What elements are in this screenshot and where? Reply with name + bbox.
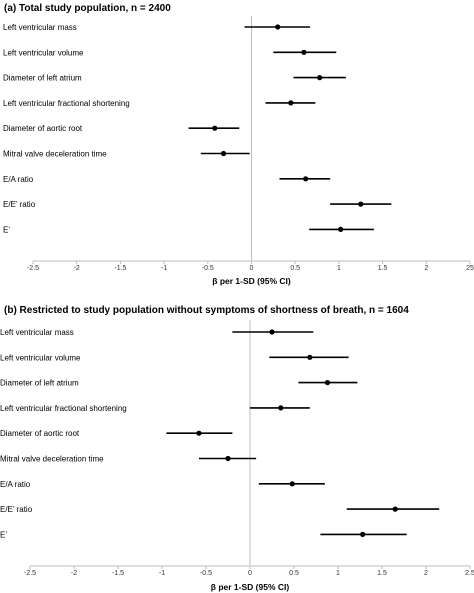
row-label: Diameter of aortic root	[0, 429, 80, 438]
row-label: Mitral valve deceleration time	[3, 150, 107, 159]
estimate-point	[220, 150, 227, 157]
estimate-point	[278, 405, 284, 411]
x-tick-label: -2	[71, 570, 77, 577]
x-tick-label: 1.5	[377, 570, 387, 577]
row-label: Diameter of left atrium	[3, 74, 82, 83]
x-tick-label: -0.5	[202, 265, 214, 272]
panel-b-plot: -2.5 -2 -1.5 -1 -0.5 0 0.5 1 1.5 2 2.5 β per 1-SD (…	[0, 320, 474, 592]
x-tick-label: 2	[424, 265, 428, 272]
estimate-point	[324, 380, 331, 386]
estimate-point	[269, 329, 275, 335]
estimate-point	[275, 24, 281, 30]
x-tick-label: -2	[74, 265, 80, 272]
estimate-point	[303, 176, 309, 182]
x-tick-label: -1.5	[112, 570, 124, 577]
x-tick-label: 0.5	[289, 570, 299, 577]
estimate-point	[289, 481, 295, 487]
row-label: Diameter of aortic root	[3, 124, 83, 133]
x-tick-label: 1	[336, 570, 340, 577]
row-label: E’	[3, 225, 10, 234]
row-label: Left ventricular mass	[0, 328, 74, 337]
row-label: E/E’ ratio	[0, 505, 33, 514]
estimate-point	[392, 506, 398, 512]
x-axis-title: β per 1-SD (95% CI)	[212, 276, 291, 286]
x-tick-label: 1.5	[378, 265, 388, 272]
row-label: Diameter of left atrium	[0, 379, 79, 388]
estimate-point	[212, 125, 218, 131]
row-label: E/A ratio	[0, 480, 31, 489]
estimate-point	[338, 226, 344, 232]
row-label: Left ventricular mass	[3, 23, 77, 32]
row-label: Left ventricular fractional shortening	[3, 99, 130, 108]
x-tick-label: 0	[248, 570, 252, 577]
x-tick-label: -1.5	[114, 265, 126, 272]
x-tick-label: 2.5	[465, 570, 474, 577]
x-tick-label: -1	[161, 265, 167, 272]
estimate-point	[358, 201, 364, 207]
panel-b-title: (b) Restricted to study population witho…	[4, 305, 409, 316]
x-tick-label: 0.5	[290, 265, 300, 272]
row-label: Left ventricular volume	[3, 48, 84, 57]
estimate-point	[317, 75, 323, 81]
x-tick-label: 1	[337, 265, 341, 272]
row-label: Left ventricular fractional shortening	[0, 404, 127, 413]
x-tick-label: -0.5	[200, 570, 212, 577]
estimate-point	[301, 49, 307, 55]
x-tick-label: -2.5	[24, 570, 36, 577]
x-tick-label: -1	[159, 570, 165, 577]
row-label: Mitral valve deceleration time	[0, 455, 104, 464]
estimate-point	[360, 531, 366, 538]
x-tick-label: 0	[250, 265, 254, 272]
x-axis-title: β per 1-SD (95% CI)	[211, 582, 290, 592]
row-label: E/E’ ratio	[3, 200, 36, 209]
row-label: Left ventricular volume	[0, 353, 81, 362]
estimate-point	[196, 430, 202, 436]
estimate-point	[288, 100, 294, 106]
estimate-point	[225, 455, 231, 462]
panel-a-title: (a) Total study population, n = 2400	[4, 3, 171, 14]
x-tick-label: -2.5	[27, 265, 39, 272]
estimate-point	[307, 354, 313, 360]
x-tick-label: 25	[466, 265, 474, 272]
row-label: E/A ratio	[3, 175, 34, 184]
panel-a-plot: -2.5 -2 -1.5 -1 -0.5 0 0.5 1 1.5 2 25 β per 1-SD (9…	[3, 16, 474, 286]
row-label: E’	[0, 530, 7, 539]
x-tick-label: 2	[424, 570, 428, 577]
